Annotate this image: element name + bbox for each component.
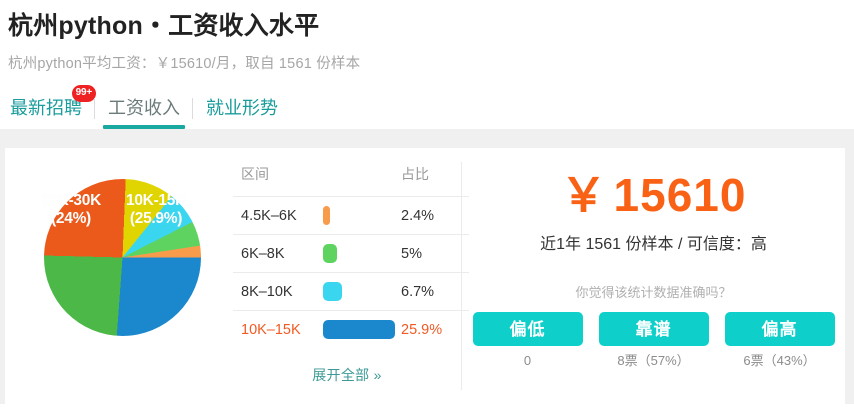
currency-symbol: ￥ bbox=[560, 169, 608, 221]
cell-range: 8K–10K bbox=[233, 272, 323, 311]
vote-option-high: 偏高 6票（43%） bbox=[724, 312, 835, 369]
tab-employment-trend[interactable]: 就业形势 bbox=[193, 96, 291, 129]
salary-value: 15610 bbox=[613, 169, 747, 221]
column-header-percent: 占比 bbox=[401, 166, 429, 182]
table-header-row: 区间 占比 bbox=[233, 160, 469, 197]
tab-label: 工资收入 bbox=[108, 98, 180, 118]
vote-option-accurate: 靠谱 8票（57%） bbox=[598, 312, 709, 369]
pie-label-range: 20K-30K bbox=[41, 192, 101, 209]
salary-card: 20K-30K (24%) 10K-15K (25.9%) 区间 占比 bbox=[5, 148, 845, 404]
page-header: 杭州python・工资收入水平 杭州python平均工资：￥15610/月，取自… bbox=[0, 0, 854, 75]
tab-latest-jobs[interactable]: 最新招聘 99+ bbox=[8, 85, 96, 129]
distribution-table-body: 4.5K–6K 2.4% 6K–8K 5% 8K–10K 6.7% 10K–15K 25.9% bbox=[233, 196, 469, 348]
new-jobs-badge: 99+ bbox=[71, 85, 96, 102]
pie-label-range: 10K-15K bbox=[126, 192, 186, 209]
cell-range: 4.5K–6K bbox=[233, 196, 323, 235]
cell-percent: 6.7% bbox=[401, 272, 469, 311]
page-root: 杭州python・工资收入水平 杭州python平均工资：￥15610/月，取自… bbox=[0, 0, 854, 404]
table-row[interactable]: 8K–10K 6.7% bbox=[233, 272, 469, 311]
salary-summary-panel: ￥ 15610 近1年 1561 份样本 / 可信度：高 你觉得该统计数据准确吗？… bbox=[462, 148, 845, 404]
distribution-bar bbox=[323, 206, 330, 225]
table-row[interactable]: 4.5K–6K 2.4% bbox=[233, 196, 469, 235]
vote-option-low: 偏低 0 bbox=[472, 312, 583, 369]
table-row[interactable]: 10K–15K 25.9% bbox=[233, 310, 469, 348]
active-tab-underline bbox=[103, 125, 185, 129]
pie-label-percent: (25.9%) bbox=[129, 210, 183, 227]
vote-low-count: 0 bbox=[523, 353, 532, 368]
distribution-bar bbox=[323, 282, 342, 301]
tab-bar: 最新招聘 99+ 工资收入 就业形势 bbox=[0, 85, 854, 129]
pie-slice-label-20k-30k: 20K-30K (24%) bbox=[31, 192, 111, 228]
cell-range: 6K–8K bbox=[233, 234, 323, 273]
cell-percent: 25.9% bbox=[401, 310, 469, 348]
expand-all-link[interactable]: 展开全部 » bbox=[312, 367, 382, 383]
cell-bar bbox=[323, 196, 401, 235]
tab-label: 就业形势 bbox=[206, 98, 278, 118]
cell-range: 10K–15K bbox=[233, 310, 323, 348]
page-title: 杭州python・工资收入水平 bbox=[8, 12, 320, 40]
cell-bar bbox=[323, 310, 401, 348]
cell-bar bbox=[323, 272, 401, 311]
average-salary-amount: ￥ 15610 bbox=[462, 168, 845, 222]
salary-distribution-pie-chart[interactable] bbox=[44, 179, 201, 336]
pie-label-percent: (24%) bbox=[51, 210, 91, 227]
page-subtitle: 杭州python平均工资：￥15610/月，取自 1561 份样本 bbox=[8, 56, 361, 72]
vote-accurate-count: 8票（57%） bbox=[617, 353, 690, 368]
vote-high-count: 6票（43%） bbox=[743, 353, 816, 368]
content-band: 20K-30K (24%) 10K-15K (25.9%) 区间 占比 bbox=[0, 129, 854, 404]
column-header-range: 区间 bbox=[241, 166, 269, 182]
distribution-bar bbox=[323, 244, 337, 263]
tab-label: 最新招聘 bbox=[10, 98, 82, 118]
cell-percent: 2.4% bbox=[401, 196, 469, 235]
vote-accurate-button[interactable]: 靠谱 bbox=[598, 312, 709, 346]
table-row[interactable]: 6K–8K 5% bbox=[233, 234, 469, 273]
vote-high-button[interactable]: 偏高 bbox=[724, 312, 835, 346]
distribution-table: 区间 占比 4.5K–6K 2.4% 6K–8K 5% 8K–10K 6.7% 10K–15… bbox=[233, 160, 469, 348]
distribution-table-panel: 区间 占比 4.5K–6K 2.4% 6K–8K 5% 8K–10K 6.7% 10K–15… bbox=[233, 148, 469, 404]
distribution-bar bbox=[323, 320, 395, 339]
cell-percent: 5% bbox=[401, 234, 469, 273]
sample-confidence-meta: 近1年 1561 份样本 / 可信度：高 bbox=[540, 236, 767, 253]
vote-question: 你觉得该统计数据准确吗？ bbox=[575, 285, 732, 300]
cell-bar bbox=[323, 234, 401, 273]
column-header-bar bbox=[323, 160, 401, 197]
pie-slice-label-10k-15k: 10K-15K (25.9%) bbox=[113, 192, 199, 228]
pie-chart-panel: 20K-30K (24%) 10K-15K (25.9%) bbox=[5, 148, 233, 404]
tab-salary[interactable]: 工资收入 bbox=[95, 96, 193, 129]
vote-button-row: 偏低 0 靠谱 8票（57%） 偏高 6票（43%） bbox=[462, 312, 845, 369]
vote-low-button[interactable]: 偏低 bbox=[472, 312, 583, 346]
